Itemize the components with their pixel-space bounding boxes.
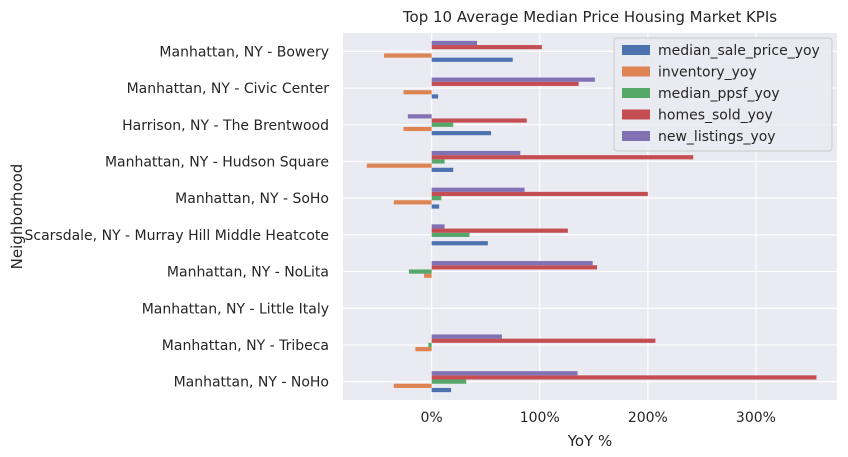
bar-new-listings-yoy — [431, 40, 478, 46]
legend: median_sale_price_yoy inventory_yoymedian… — [613, 37, 833, 152]
bar-new-listings-yoy — [431, 261, 593, 266]
legend-label: inventory_yoy — [658, 65, 757, 81]
bar-inventory-yoy — [384, 53, 432, 58]
y-tick-label: Harrison, NY - The Brentwood — [122, 118, 329, 134]
bar-median-sale-price-yoy — [431, 57, 513, 62]
bar-inventory-yoy — [393, 383, 432, 388]
bar-median-ppsf-yoy — [431, 232, 470, 237]
y-tick-label: Manhattan, NY - Civic Center — [127, 81, 330, 97]
legend-label: median_ppsf_yoy — [658, 86, 780, 102]
bar-homes-sold-yoy — [431, 45, 542, 50]
bar-median-sale-price-yoy — [431, 241, 488, 246]
bar-median-ppsf-yoy — [431, 122, 454, 127]
x-tick-label: 0% — [421, 410, 443, 426]
bar-homes-sold-yoy — [431, 191, 648, 197]
y-tick-label: Manhattan, NY - SoHo — [175, 191, 329, 207]
bar-homes-sold-yoy — [431, 265, 598, 270]
legend-label: new_listings_yoy — [658, 129, 776, 145]
legend-label: median_sale_price_yoy — [658, 43, 820, 59]
bar-median-ppsf-yoy — [408, 269, 432, 274]
y-axis-title: Neighborhood — [8, 164, 26, 270]
bar-homes-sold-yoy — [431, 118, 527, 123]
y-tick-label: Scarsdale, NY - Murray Hill Middle Heatc… — [24, 228, 329, 244]
bar-median-ppsf-yoy — [431, 159, 445, 164]
bar-median-ppsf-yoy — [431, 379, 467, 384]
bar-homes-sold-yoy — [431, 81, 579, 86]
bar-new-listings-yoy — [431, 150, 521, 156]
bar-new-listings-yoy — [431, 77, 595, 82]
bars — [366, 40, 817, 393]
bar-inventory-yoy — [415, 347, 432, 352]
legend-box — [613, 37, 833, 152]
bar-median-sale-price-yoy — [431, 204, 440, 209]
legend-swatch — [622, 131, 650, 141]
bar-new-listings-yoy — [431, 334, 502, 339]
y-tick-label: Manhattan, NY - NoLita — [167, 265, 329, 281]
bar-median-sale-price-yoy — [431, 131, 492, 136]
bar-new-listings-yoy — [431, 187, 525, 192]
y-tick-label: Manhattan, NY - Bowery — [159, 44, 329, 60]
bar-inventory-yoy — [424, 273, 432, 278]
bar-inventory-yoy — [403, 126, 432, 132]
legend-swatch — [622, 45, 650, 55]
x-tick-labels: 0% 100% 200% 300% — [421, 410, 776, 426]
bar-median-sale-price-yoy — [431, 167, 454, 172]
y-tick-label: Manhattan, NY - Little Italy — [142, 301, 329, 317]
y-tick-label: Manhattan, NY - Hudson Square — [105, 154, 329, 170]
bar-new-listings-yoy — [431, 371, 578, 376]
legend-swatch — [622, 109, 650, 120]
legend-swatch — [622, 66, 650, 77]
x-tick-label: 100% — [520, 410, 560, 426]
bar-new-listings-yoy — [431, 224, 445, 229]
x-axis-title: YoY % — [567, 432, 613, 450]
bar-inventory-yoy — [403, 90, 432, 95]
y-tick-labels: Manhattan, NY - Bowery Manhattan, NY - Ci… — [24, 44, 329, 390]
bar-median-sale-price-yoy — [431, 387, 452, 393]
chart-title: Top 10 Average Median Price Housing Mark… — [402, 8, 777, 26]
bar-median-sale-price-yoy — [431, 94, 439, 99]
bar-median-ppsf-yoy — [431, 196, 442, 201]
bar-new-listings-yoy — [407, 114, 432, 119]
bar-median-ppsf-yoy — [428, 342, 432, 348]
bar-homes-sold-yoy — [431, 228, 568, 233]
y-tick-label: Manhattan, NY - NoHo — [174, 375, 329, 391]
bar-homes-sold-yoy — [431, 375, 817, 380]
x-tick-label: 200% — [628, 410, 668, 426]
x-tick-label: 300% — [736, 410, 776, 426]
bar-inventory-yoy — [366, 163, 432, 168]
bar-inventory-yoy — [393, 200, 432, 205]
bar-homes-sold-yoy — [431, 338, 656, 343]
legend-label: homes_sold_yoy — [658, 108, 773, 124]
y-tick-label: Manhattan, NY - Tribeca — [162, 338, 329, 354]
legend-swatch — [622, 88, 650, 98]
bar-homes-sold-yoy — [431, 155, 694, 160]
